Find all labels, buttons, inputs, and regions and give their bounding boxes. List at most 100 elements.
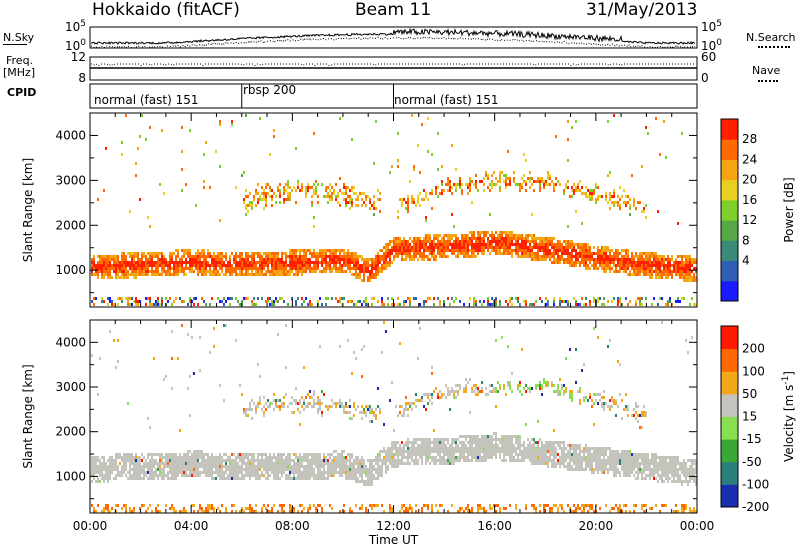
velocity-cell [163,477,165,480]
power-cell [415,243,417,246]
power-cell [311,204,313,207]
velocity-cell [459,456,461,459]
power-cell [139,135,141,138]
velocity-cell [169,456,171,459]
velocity-cell [149,462,151,465]
velocity-cell [161,474,163,477]
velocity-cell [275,405,277,408]
power-cell [241,267,243,270]
power-cell [619,252,621,255]
velocity-cell [231,462,233,465]
velocity-cell [111,462,113,465]
power-cell [263,264,265,267]
power-cell [435,186,437,189]
power-cell [131,297,133,300]
power-cell [117,258,119,261]
velocity-cell [237,456,239,459]
power-cell [671,270,673,273]
power-cell [289,264,291,267]
power-cell [583,249,585,252]
velocity-cell [221,504,223,507]
power-cell [625,204,627,207]
velocity-cell [273,504,275,507]
velocity-cell [103,459,105,462]
power-cell [567,120,569,123]
power-cell [365,303,367,306]
velocity-cell [367,471,369,474]
power-cell [593,300,595,303]
velocity-cell [463,453,465,456]
power-cell [519,246,521,249]
power-cell [497,243,499,246]
power-cell [609,195,611,198]
power-cell [131,255,133,258]
velocity-cell [325,405,327,408]
velocity-cell [457,390,459,393]
power-cell [121,276,123,279]
power-cell [557,240,559,243]
velocity-cell [281,474,283,477]
power-cell [457,249,459,252]
velocity-cell [207,471,209,474]
velocity-cell [323,468,325,471]
power-cell [499,171,501,174]
velocity-cell [113,462,115,465]
power-cell [305,258,307,261]
power-cell [109,276,111,279]
power-cell [251,201,253,204]
power-cell [627,249,629,252]
power-cell [273,264,275,267]
power-cell [627,252,629,255]
power-cell [689,270,691,273]
power-cell [623,267,625,270]
power-cell [531,252,533,255]
power-cell [431,153,433,156]
power-cell [457,240,459,243]
power-cell [501,240,503,243]
velocity-cell [157,465,159,468]
velocity-cell [307,507,309,510]
power-cell [271,264,273,267]
power-cell [325,258,327,261]
velocity-cell [279,462,281,465]
velocity-cell [273,474,275,477]
velocity-cell [399,411,401,414]
velocity-cell [323,474,325,477]
power-cell [539,240,541,243]
power-cell [485,231,487,234]
power-cell [239,261,241,264]
velocity-cell [369,411,371,414]
power-cell [511,231,513,234]
velocity-cell [315,453,317,456]
power-cell [685,270,687,273]
velocity-cell [289,468,291,471]
power-cell [287,180,289,183]
power-cell [405,249,407,252]
velocity-cell [249,462,251,465]
power-cell [157,255,159,258]
power-cell [221,300,223,303]
velocity-cell [191,336,193,339]
velocity-cell [421,456,423,459]
power-cell [159,258,161,261]
velocity-cell [391,447,393,450]
power-cell [297,180,299,183]
power-cell [151,273,153,276]
power-cell [257,192,259,195]
velocity-cell [251,465,253,468]
velocity-cell [133,474,135,477]
power-cell [625,201,627,204]
power-cell [393,258,395,261]
velocity-cell [237,453,239,456]
velocity-cell [167,459,169,462]
power-cell [377,270,379,273]
power-cell [635,255,637,258]
power-cell [127,261,129,264]
velocity-cell [251,474,253,477]
power-cell [243,264,245,267]
velocity-cell [129,456,131,459]
velocity-cell [95,459,97,462]
velocity-cell [275,465,277,468]
velocity-cell [119,471,121,474]
velocity-cell [435,462,437,465]
